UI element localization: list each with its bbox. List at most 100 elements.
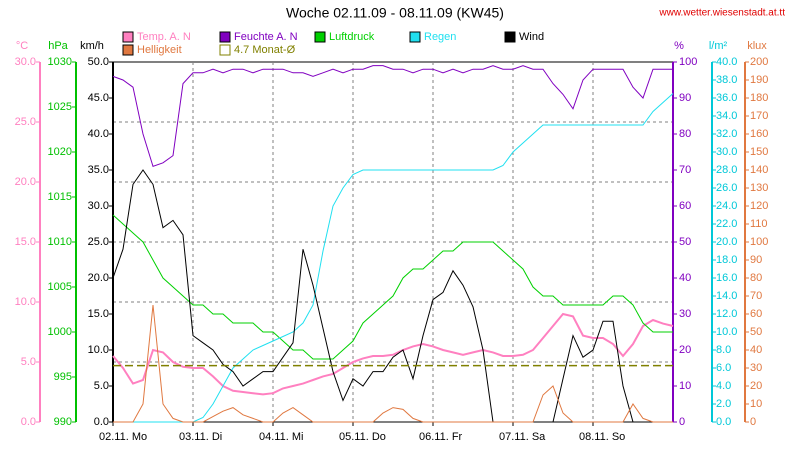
y-tick-label: 0.0 [94, 416, 109, 428]
x-tick-label: 03.11. Di [179, 431, 222, 443]
legend-swatch [314, 31, 326, 43]
y-tick-label: 35.0 [88, 164, 109, 176]
y-tick-label: 5.0 [21, 356, 36, 368]
series-line [112, 214, 673, 360]
y-tick-label: 30.0 [88, 200, 109, 212]
series-line [113, 304, 673, 423]
y-tick-label: 5.0 [94, 380, 109, 392]
y-tick-label: 10.0 [15, 296, 36, 308]
y-tick-label: 34.0 [716, 110, 737, 122]
y-tick-label: 16.0 [716, 272, 737, 284]
y-tick-label: 0.0 [716, 416, 731, 428]
y-tick-label: 12.0 [716, 308, 737, 320]
y-tick-label: 15.0 [88, 308, 109, 320]
y-tick-label: 1000 [48, 326, 72, 338]
y-tick-label: 40 [679, 272, 691, 284]
x-tick-label: 08.11. So [579, 431, 625, 443]
y-tick-label: 40.0 [88, 128, 109, 140]
plot-area [112, 61, 674, 423]
y-tick-label: 30.0 [716, 146, 737, 158]
y-tick-label: 1030 [48, 56, 72, 68]
x-tick-label: 06.11. Fr [419, 431, 463, 443]
y-tick-label: 200 [750, 56, 768, 68]
x-tick-label: 07.11. Sa [499, 431, 546, 443]
y-tick-label: 1010 [48, 236, 72, 248]
y-tick-label: 45.0 [88, 92, 109, 104]
y-tick-label: 0 [679, 416, 685, 428]
x-tick-label: 04.11. Mi [259, 431, 303, 443]
y-tick-label: 130 [750, 182, 768, 194]
y-tick-label: 1025 [48, 101, 72, 113]
y-tick-label: 10 [679, 380, 691, 392]
legend-label: Helligkeit [137, 44, 182, 56]
legend-swatch [219, 44, 231, 56]
y-tick-label: 20.0 [716, 236, 737, 248]
axis-unit: °C [16, 40, 28, 52]
y-tick-label: 32.0 [716, 128, 737, 140]
y-tick-label: 180 [750, 92, 768, 104]
y-tick-label: 110 [750, 218, 768, 230]
y-tick-label: 24.0 [716, 200, 737, 212]
legend-label: Temp. A. N [137, 31, 191, 43]
legend-label: 4.7 Monat-Ø [234, 44, 296, 56]
y-tick-label: 15.0 [15, 236, 36, 248]
axis-unit: klux [747, 40, 767, 52]
y-tick-label: 6.0 [716, 362, 731, 374]
y-tick-label: 2.0 [716, 398, 731, 410]
y-tick-label: 30 [750, 362, 762, 374]
legend-swatch [219, 31, 231, 43]
series-line [112, 169, 673, 423]
series-line [112, 312, 674, 396]
y-tick-label: 20.0 [88, 272, 109, 284]
y-tick-label: 140 [750, 164, 768, 176]
series-line [113, 93, 674, 423]
axis-unit: l/m² [709, 40, 728, 52]
y-tick-label: 80 [679, 128, 691, 140]
y-tick-label: 90 [750, 254, 762, 266]
y-tick-label: 36.0 [716, 92, 737, 104]
y-tick-label: 50.0 [88, 56, 109, 68]
y-tick-label: 38.0 [716, 74, 737, 86]
y-tick-label: 25.0 [88, 236, 109, 248]
y-tick-label: 50 [750, 326, 762, 338]
legend-swatch [122, 44, 134, 56]
y-tick-label: 60 [750, 308, 762, 320]
y-tick-label: 0 [750, 416, 756, 428]
y-tick-label: 20 [750, 380, 762, 392]
y-tick-label: 60 [679, 200, 691, 212]
y-tick-label: 20.0 [15, 176, 36, 188]
y-tick-label: 1005 [48, 281, 72, 293]
y-tick-label: 30.0 [15, 56, 36, 68]
legend-label: Wind [519, 31, 544, 43]
y-tick-label: 1015 [48, 191, 72, 203]
legend-label: Luftdruck [329, 31, 375, 43]
y-tick-label: 170 [750, 110, 768, 122]
source-url: www.wetter.wiesenstadt.at.tt [658, 8, 785, 19]
legend-swatch [409, 31, 421, 43]
y-tick-label: 990 [54, 416, 72, 428]
x-tick-label: 02.11. Mo [99, 431, 147, 443]
axis-unit: km/h [80, 40, 104, 52]
y-tick-label: 10.0 [88, 344, 109, 356]
y-tick-label: 120 [750, 200, 768, 212]
y-tick-label: 50 [679, 236, 691, 248]
y-tick-label: 100 [750, 236, 768, 248]
legend-label: Feuchte A. N [234, 31, 298, 43]
y-tick-label: 70 [750, 290, 762, 302]
y-tick-label: 90 [679, 92, 691, 104]
y-tick-label: 4.0 [716, 380, 731, 392]
y-tick-label: 70 [679, 164, 691, 176]
y-tick-label: 14.0 [716, 290, 737, 302]
chart-title: Woche 02.11.09 - 08.11.09 (KW45) [286, 5, 504, 21]
y-tick-label: 190 [750, 74, 768, 86]
legend-swatch [122, 31, 134, 43]
y-tick-label: 26.0 [716, 182, 737, 194]
axis-unit: hPa [48, 40, 68, 52]
axis-unit: % [674, 40, 684, 52]
y-tick-label: 28.0 [716, 164, 737, 176]
y-tick-label: 18.0 [716, 254, 737, 266]
legend-label: Regen [424, 31, 456, 43]
legend-swatch [504, 31, 516, 43]
y-tick-label: 25.0 [15, 116, 36, 128]
